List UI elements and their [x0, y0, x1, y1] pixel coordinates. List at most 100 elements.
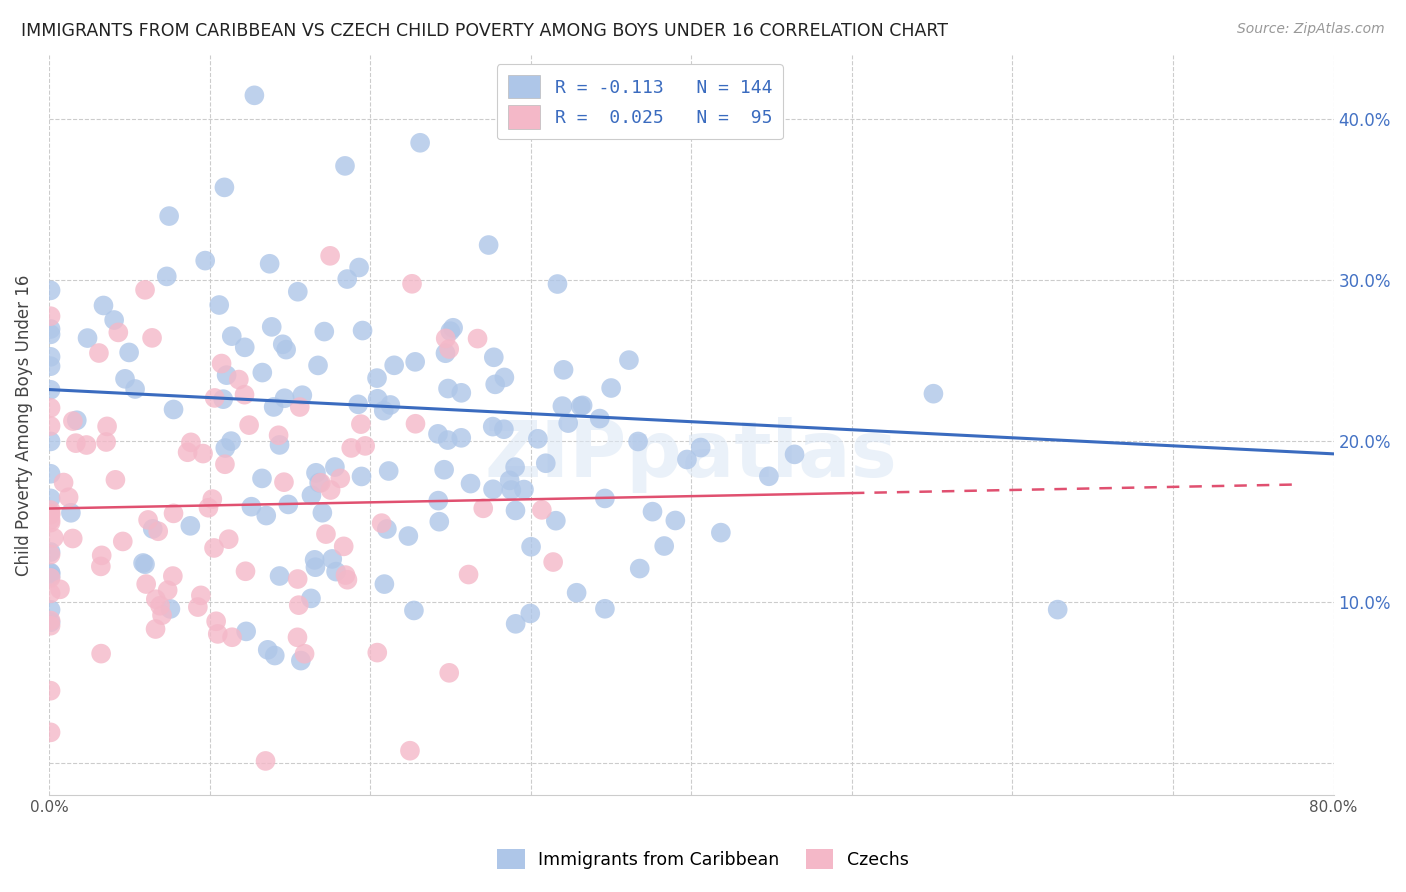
Point: [433, 463, 456, 477]
Point: [513, 483, 536, 497]
Point: [288, 400, 311, 414]
Point: [380, 398, 402, 412]
Point: [39, 383, 62, 397]
Point: [66, 413, 89, 427]
Point: [434, 331, 457, 345]
Point: [215, 368, 238, 383]
Point: [350, 417, 373, 431]
Point: [219, 434, 242, 449]
Point: [287, 572, 309, 586]
Point: [329, 471, 352, 485]
Point: [589, 411, 612, 425]
Point: [90, 549, 112, 563]
Point: [90, 647, 112, 661]
Point: [557, 416, 579, 430]
Point: [367, 392, 389, 406]
Point: [208, 298, 231, 312]
Point: [39, 327, 62, 342]
Point: [354, 439, 377, 453]
Point: [323, 460, 346, 475]
Point: [427, 515, 450, 529]
Point: [87, 346, 110, 360]
Text: IMMIGRANTS FROM CARIBBEAN VS CZECH CHILD POVERTY AMONG BOYS UNDER 16 CORRELATION: IMMIGRANTS FROM CARIBBEAN VS CZECH CHILD…: [21, 22, 948, 40]
Point: [39, 618, 62, 632]
Point: [600, 381, 623, 395]
Point: [325, 565, 347, 579]
Point: [627, 434, 650, 449]
Point: [527, 432, 550, 446]
Point: [180, 435, 202, 450]
Point: [301, 488, 323, 502]
Point: [710, 525, 733, 540]
Point: [39, 545, 62, 559]
Point: [190, 588, 212, 602]
Point: [111, 534, 134, 549]
Text: ZIPpatlas: ZIPpatlas: [485, 417, 897, 492]
Point: [467, 332, 489, 346]
Point: [93, 298, 115, 312]
Point: [569, 399, 592, 413]
Point: [299, 591, 322, 606]
Point: [201, 492, 224, 507]
Point: [39, 508, 62, 522]
Point: [437, 382, 460, 396]
Point: [352, 324, 374, 338]
Point: [503, 460, 526, 475]
Point: [478, 238, 501, 252]
Point: [39, 491, 62, 506]
Point: [1046, 602, 1069, 616]
Point: [287, 285, 309, 299]
Point: [336, 573, 359, 587]
Point: [593, 491, 616, 506]
Point: [366, 371, 388, 385]
Point: [58, 490, 80, 504]
Point: [39, 683, 62, 698]
Point: [335, 568, 357, 582]
Point: [148, 524, 170, 539]
Point: [501, 483, 523, 497]
Point: [534, 456, 557, 470]
Point: [202, 541, 225, 555]
Point: [340, 441, 363, 455]
Point: [39, 615, 62, 630]
Point: [460, 476, 482, 491]
Point: [402, 603, 425, 617]
Point: [136, 513, 159, 527]
Point: [156, 583, 179, 598]
Point: [481, 419, 503, 434]
Point: [94, 435, 117, 450]
Point: [76, 331, 98, 345]
Point: [304, 560, 326, 574]
Point: [65, 436, 87, 450]
Point: [233, 387, 256, 401]
Point: [377, 464, 399, 478]
Point: [484, 377, 506, 392]
Point: [176, 445, 198, 459]
Point: [311, 506, 333, 520]
Point: [179, 518, 201, 533]
Point: [76, 438, 98, 452]
Point: [39, 586, 62, 600]
Point: [519, 607, 541, 621]
Point: [259, 257, 281, 271]
Point: [593, 601, 616, 615]
Point: [134, 283, 156, 297]
Point: [276, 343, 298, 357]
Point: [252, 366, 274, 380]
Point: [263, 648, 285, 663]
Point: [149, 599, 172, 613]
Point: [211, 357, 233, 371]
Point: [544, 514, 567, 528]
Point: [434, 346, 457, 360]
Point: [235, 564, 257, 578]
Point: [436, 433, 458, 447]
Point: [118, 345, 141, 359]
Point: [39, 284, 62, 298]
Point: [96, 419, 118, 434]
Point: [287, 630, 309, 644]
Point: [39, 725, 62, 739]
Point: [494, 370, 516, 384]
Point: [441, 320, 464, 334]
Point: [62, 414, 84, 428]
Point: [39, 467, 62, 481]
